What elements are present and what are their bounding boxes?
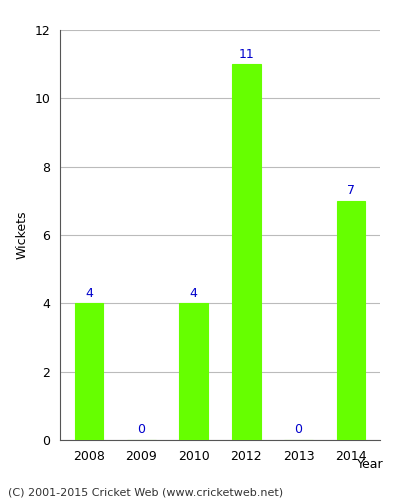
Text: 4: 4 bbox=[85, 287, 93, 300]
Bar bbox=[74, 304, 103, 440]
Y-axis label: Wickets: Wickets bbox=[16, 211, 29, 259]
Bar bbox=[337, 201, 366, 440]
Text: 0: 0 bbox=[137, 423, 145, 436]
Text: Year: Year bbox=[357, 458, 384, 470]
Bar bbox=[179, 304, 208, 440]
Text: 0: 0 bbox=[295, 423, 303, 436]
Text: 4: 4 bbox=[190, 287, 198, 300]
Text: (C) 2001-2015 Cricket Web (www.cricketweb.net): (C) 2001-2015 Cricket Web (www.cricketwe… bbox=[8, 488, 283, 498]
Text: 11: 11 bbox=[238, 48, 254, 61]
Text: 7: 7 bbox=[347, 184, 355, 198]
Bar bbox=[232, 64, 261, 440]
